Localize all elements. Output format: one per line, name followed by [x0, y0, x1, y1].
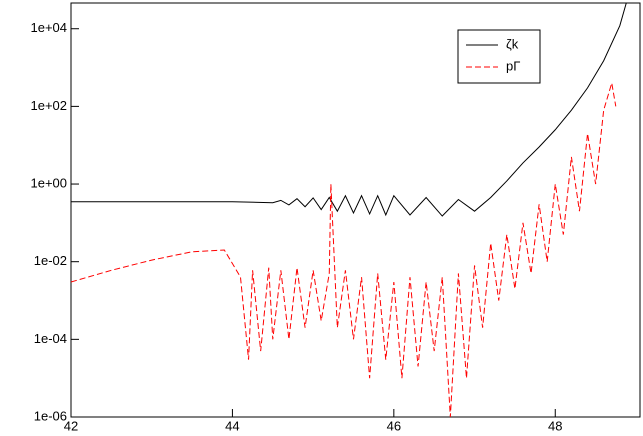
y-tick-label: 1e-06 — [34, 408, 67, 423]
y-tick-label: 1e+00 — [30, 175, 67, 190]
x-tick-label: 48 — [548, 418, 562, 433]
x-tick-label: 42 — [64, 418, 78, 433]
y-tick-label: 1e-04 — [34, 331, 67, 346]
y-tick-label: 1e+04 — [30, 20, 67, 35]
legend-box — [457, 29, 541, 84]
plot-frame — [70, 2, 641, 418]
legend-label: ζk — [506, 36, 519, 51]
series-line — [71, 2, 627, 217]
y-tick-label: 1e-02 — [34, 253, 67, 268]
x-tick-label: 46 — [387, 418, 401, 433]
series-line — [70, 82, 617, 418]
x-tick-label: 44 — [225, 418, 239, 433]
y-tick-label: 1e+02 — [30, 98, 67, 113]
legend-label: pΓ — [506, 58, 520, 73]
